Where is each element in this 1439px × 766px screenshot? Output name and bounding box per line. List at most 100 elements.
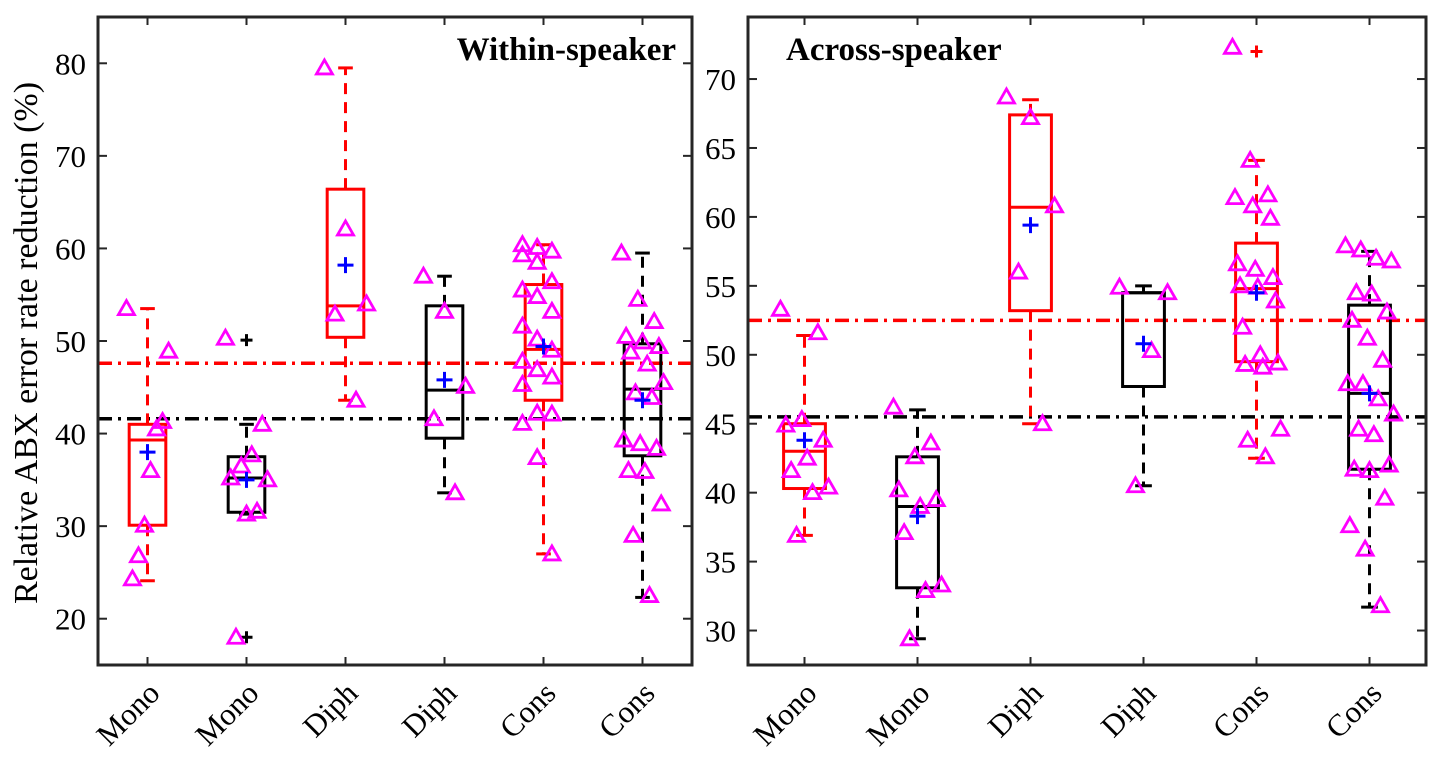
data-point bbox=[526, 285, 548, 304]
data-point bbox=[512, 244, 533, 263]
data-point bbox=[541, 300, 563, 319]
data-point bbox=[641, 386, 663, 405]
data-point bbox=[629, 432, 651, 452]
axes-frame bbox=[96, 15, 694, 667]
y-tick-label: 40 bbox=[705, 476, 736, 511]
y-tick-label: 35 bbox=[705, 545, 736, 580]
y-tick-label: 70 bbox=[705, 62, 736, 97]
data-point bbox=[1341, 309, 1363, 328]
data-point bbox=[1345, 281, 1367, 301]
across-speaker-title: Across-speaker bbox=[786, 32, 1002, 68]
data-point bbox=[152, 410, 173, 429]
within-speaker-panel: Mono Mono Diph Diph Cons Cons 20 30 40 50 60 70 80 Wi… bbox=[55, 15, 694, 752]
data-point bbox=[888, 479, 910, 498]
y-tick-label: 70 bbox=[55, 139, 86, 174]
data-point bbox=[1237, 429, 1259, 448]
data-point bbox=[356, 293, 377, 312]
mean-marker bbox=[535, 338, 552, 355]
data-point bbox=[620, 341, 642, 360]
data-point bbox=[622, 524, 644, 543]
data-point bbox=[618, 459, 639, 478]
x-tick-label: Mono bbox=[859, 675, 936, 752]
data-point bbox=[1242, 195, 1264, 214]
data-point bbox=[246, 500, 268, 519]
data-point bbox=[1267, 352, 1289, 371]
y-tick-label: 45 bbox=[705, 407, 736, 442]
data-point bbox=[526, 251, 548, 270]
outlier-marker bbox=[240, 631, 253, 644]
data-point bbox=[512, 315, 533, 334]
iqr-box bbox=[895, 455, 940, 590]
axes-frame bbox=[746, 15, 1428, 667]
data-point bbox=[931, 574, 952, 593]
data-point bbox=[1365, 247, 1387, 266]
data-point bbox=[146, 418, 167, 437]
data-point bbox=[1244, 258, 1266, 277]
data-point bbox=[1125, 474, 1146, 494]
x-tick-label: Diph bbox=[395, 675, 464, 744]
x-tick-label: Mono bbox=[188, 675, 265, 752]
data-point bbox=[1378, 454, 1400, 473]
mean-marker bbox=[436, 371, 453, 388]
data-point bbox=[541, 543, 563, 562]
data-point bbox=[220, 467, 242, 486]
data-point bbox=[1008, 261, 1029, 280]
data-point bbox=[1354, 538, 1376, 557]
data-point bbox=[241, 444, 263, 463]
data-point bbox=[1350, 239, 1372, 258]
data-point bbox=[1032, 412, 1053, 432]
outlier-marker bbox=[240, 334, 253, 347]
data-point bbox=[1376, 301, 1398, 320]
data-point bbox=[925, 488, 947, 507]
data-point bbox=[1109, 276, 1130, 295]
data-point bbox=[423, 407, 445, 427]
x-tick-label: Diph bbox=[981, 675, 1050, 744]
data-point bbox=[1270, 418, 1291, 437]
data-point bbox=[791, 408, 813, 427]
data-point bbox=[122, 568, 143, 587]
data-point bbox=[1361, 283, 1383, 302]
data-point bbox=[818, 476, 839, 495]
mean-marker bbox=[238, 471, 255, 488]
data-point bbox=[646, 437, 667, 456]
data-point bbox=[413, 265, 434, 284]
data-point bbox=[636, 353, 658, 372]
data-point bbox=[512, 279, 533, 298]
data-point bbox=[1257, 184, 1279, 203]
data-point bbox=[770, 298, 791, 317]
data-point bbox=[1227, 252, 1248, 272]
within-speaker-title: Within-speaker bbox=[457, 32, 676, 68]
outlier-marker bbox=[1250, 45, 1263, 58]
data-point bbox=[883, 396, 904, 415]
mean-marker bbox=[1248, 284, 1265, 301]
x-tick-label: Diph bbox=[296, 675, 365, 744]
data-point bbox=[526, 358, 548, 378]
data-point bbox=[1222, 36, 1243, 55]
data-point bbox=[627, 288, 649, 307]
data-point bbox=[1370, 594, 1391, 614]
data-point bbox=[643, 310, 665, 329]
mean-marker bbox=[1022, 217, 1039, 234]
y-tick-label: 50 bbox=[55, 324, 86, 359]
data-point bbox=[915, 579, 936, 598]
data-point bbox=[1359, 459, 1380, 478]
data-point bbox=[512, 373, 533, 392]
data-point bbox=[251, 413, 273, 432]
iqr-box bbox=[782, 422, 827, 491]
y-tick-label: 80 bbox=[55, 46, 86, 81]
data-point bbox=[920, 432, 942, 451]
mean-marker bbox=[1361, 385, 1378, 402]
data-point bbox=[1224, 186, 1246, 206]
y-tick-label: 55 bbox=[705, 269, 736, 304]
y-tick-label: 30 bbox=[55, 509, 86, 544]
iqr-box bbox=[523, 283, 564, 402]
data-point bbox=[128, 544, 149, 564]
data-point bbox=[796, 447, 818, 466]
data-point bbox=[1249, 343, 1271, 363]
y-tick-label: 30 bbox=[705, 614, 736, 649]
data-point bbox=[909, 495, 931, 514]
data-point bbox=[1339, 514, 1361, 534]
data-point bbox=[653, 371, 674, 391]
data-point bbox=[526, 446, 548, 466]
mean-marker bbox=[796, 432, 813, 449]
